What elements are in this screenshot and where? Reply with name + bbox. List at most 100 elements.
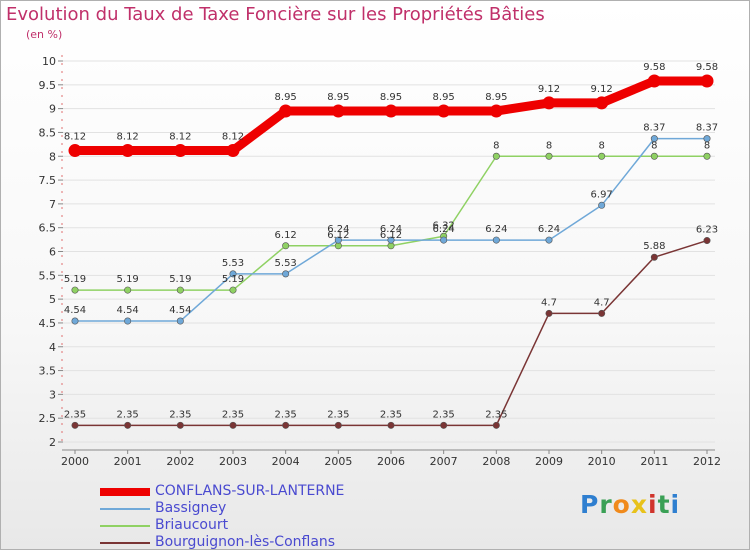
x-tick-label: 2006 bbox=[377, 455, 405, 468]
y-tick-label: 8.5 bbox=[39, 126, 57, 139]
data-label-bassigney: 6.24 bbox=[538, 224, 560, 235]
data-point-bassigney bbox=[492, 236, 500, 244]
data-point-briaucourt bbox=[229, 286, 237, 294]
data-point-bassigney bbox=[598, 201, 606, 209]
y-tick-label: 6.5 bbox=[39, 222, 57, 235]
data-label-briaucourt: 8 bbox=[546, 140, 552, 151]
chart-title: Evolution du Taux de Taxe Foncière sur l… bbox=[6, 4, 545, 25]
data-point-briaucourt bbox=[124, 286, 132, 294]
data-label-conflans: 8.95 bbox=[485, 92, 507, 103]
data-point-bourguignon bbox=[387, 421, 395, 429]
data-label-bourguignon: 5.88 bbox=[643, 241, 665, 252]
data-label-bourguignon: 2.35 bbox=[485, 409, 507, 420]
x-tick-label: 2012 bbox=[693, 455, 721, 468]
legend-swatch-conflans bbox=[100, 488, 150, 496]
legend-swatch-briaucourt bbox=[100, 525, 150, 527]
data-point-bourguignon bbox=[282, 421, 290, 429]
logo-letter: i bbox=[648, 490, 658, 519]
data-label-bourguignon: 2.35 bbox=[117, 409, 139, 420]
data-point-briaucourt bbox=[598, 152, 606, 160]
logo-letter: t bbox=[657, 490, 671, 519]
data-point-conflans bbox=[68, 144, 82, 158]
data-point-bourguignon bbox=[176, 421, 184, 429]
data-point-briaucourt bbox=[282, 242, 290, 250]
data-label-briaucourt: 5.19 bbox=[169, 274, 191, 285]
data-point-bassigney bbox=[387, 236, 395, 244]
data-point-briaucourt bbox=[492, 152, 500, 160]
legend-label-bourguignon: Bourguignon-lès-Conflans bbox=[155, 534, 336, 550]
data-point-bassigney bbox=[545, 236, 553, 244]
data-point-conflans bbox=[595, 96, 609, 110]
data-label-conflans: 9.12 bbox=[538, 84, 560, 95]
data-label-bassigney: 8.37 bbox=[643, 123, 665, 134]
x-tick-label: 2005 bbox=[324, 455, 352, 468]
logo-letter: i bbox=[670, 490, 681, 519]
data-point-bourguignon bbox=[334, 421, 342, 429]
data-point-bourguignon bbox=[650, 253, 658, 261]
data-point-bourguignon bbox=[545, 309, 553, 317]
legend-label-bassigney: Bassigney bbox=[155, 500, 227, 516]
logo-letter: x bbox=[630, 490, 648, 519]
x-tick-label: 2004 bbox=[272, 455, 300, 468]
y-tick-label: 4 bbox=[49, 341, 56, 354]
data-point-bassigney bbox=[703, 135, 711, 143]
data-label-bourguignon: 6.23 bbox=[696, 225, 718, 236]
data-label-briaucourt: 5.19 bbox=[222, 274, 244, 285]
legend-swatch-bassigney bbox=[100, 508, 150, 510]
legend-swatch-bourguignon bbox=[100, 542, 150, 544]
data-label-conflans: 9.58 bbox=[643, 62, 665, 73]
data-point-bourguignon bbox=[703, 237, 711, 245]
data-label-briaucourt: 8 bbox=[651, 140, 657, 151]
data-label-conflans: 9.12 bbox=[591, 84, 613, 95]
data-label-conflans: 8.12 bbox=[222, 132, 244, 143]
data-label-briaucourt: 6.12 bbox=[275, 230, 297, 241]
data-label-briaucourt: 6.12 bbox=[327, 230, 349, 241]
data-label-bassigney: 8.37 bbox=[696, 123, 718, 134]
data-label-briaucourt: 8 bbox=[493, 140, 499, 151]
data-point-conflans bbox=[173, 144, 187, 158]
x-tick-label: 2011 bbox=[640, 455, 668, 468]
data-point-conflans bbox=[331, 104, 345, 118]
data-point-conflans bbox=[226, 144, 240, 158]
data-label-bassigney: 5.53 bbox=[222, 258, 244, 269]
y-tick-label: 7.5 bbox=[39, 174, 57, 187]
data-label-bourguignon: 2.35 bbox=[380, 409, 402, 420]
y-tick-label: 3 bbox=[49, 388, 56, 401]
data-label-bassigney: 6.24 bbox=[485, 224, 507, 235]
data-label-conflans: 8.95 bbox=[327, 92, 349, 103]
data-label-conflans: 8.95 bbox=[433, 92, 455, 103]
y-tick-label: 2 bbox=[49, 436, 56, 449]
x-tick-label: 2007 bbox=[430, 455, 458, 468]
data-label-briaucourt: 6.32 bbox=[433, 220, 455, 231]
data-point-bassigney bbox=[124, 317, 132, 325]
data-point-conflans bbox=[384, 104, 398, 118]
data-label-bourguignon: 4.7 bbox=[541, 297, 557, 308]
proxiti-logo: Proxiti bbox=[580, 490, 680, 519]
data-label-briaucourt: 5.19 bbox=[64, 274, 86, 285]
data-point-conflans bbox=[700, 74, 714, 88]
data-point-bassigney bbox=[282, 270, 290, 278]
data-point-bourguignon bbox=[229, 421, 237, 429]
data-point-bourguignon bbox=[598, 309, 606, 317]
x-tick-label: 2009 bbox=[535, 455, 563, 468]
data-label-briaucourt: 8 bbox=[598, 140, 604, 151]
data-label-bassigney: 4.54 bbox=[64, 305, 86, 316]
chart-subtitle: (en %) bbox=[26, 28, 63, 41]
data-label-conflans: 9.58 bbox=[696, 62, 718, 73]
data-label-briaucourt: 5.19 bbox=[117, 274, 139, 285]
y-tick-label: 6 bbox=[49, 246, 56, 259]
x-tick-label: 2002 bbox=[166, 455, 194, 468]
data-label-conflans: 8.12 bbox=[117, 132, 139, 143]
data-label-briaucourt: 8 bbox=[704, 140, 710, 151]
data-point-conflans bbox=[647, 74, 661, 88]
data-point-bassigney bbox=[334, 236, 342, 244]
data-point-bourguignon bbox=[124, 421, 132, 429]
y-tick-label: 5.5 bbox=[39, 269, 57, 282]
y-tick-label: 8 bbox=[49, 150, 56, 163]
y-tick-label: 3.5 bbox=[39, 365, 57, 378]
data-label-bassigney: 5.53 bbox=[275, 258, 297, 269]
legend-label-conflans: CONFLANS-SUR-LANTERNE bbox=[155, 483, 345, 499]
data-label-conflans: 8.12 bbox=[169, 132, 191, 143]
data-label-bourguignon: 2.35 bbox=[169, 409, 191, 420]
